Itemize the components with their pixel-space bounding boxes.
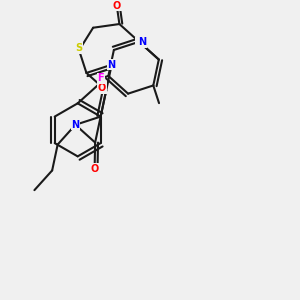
Text: O: O bbox=[91, 164, 99, 174]
Text: N: N bbox=[108, 60, 116, 70]
Text: H: H bbox=[136, 37, 142, 46]
Text: N: N bbox=[138, 37, 146, 47]
Text: F: F bbox=[98, 74, 104, 83]
Text: O: O bbox=[113, 1, 121, 11]
Text: S: S bbox=[75, 43, 82, 53]
Text: O: O bbox=[98, 83, 106, 93]
Text: N: N bbox=[71, 120, 80, 130]
